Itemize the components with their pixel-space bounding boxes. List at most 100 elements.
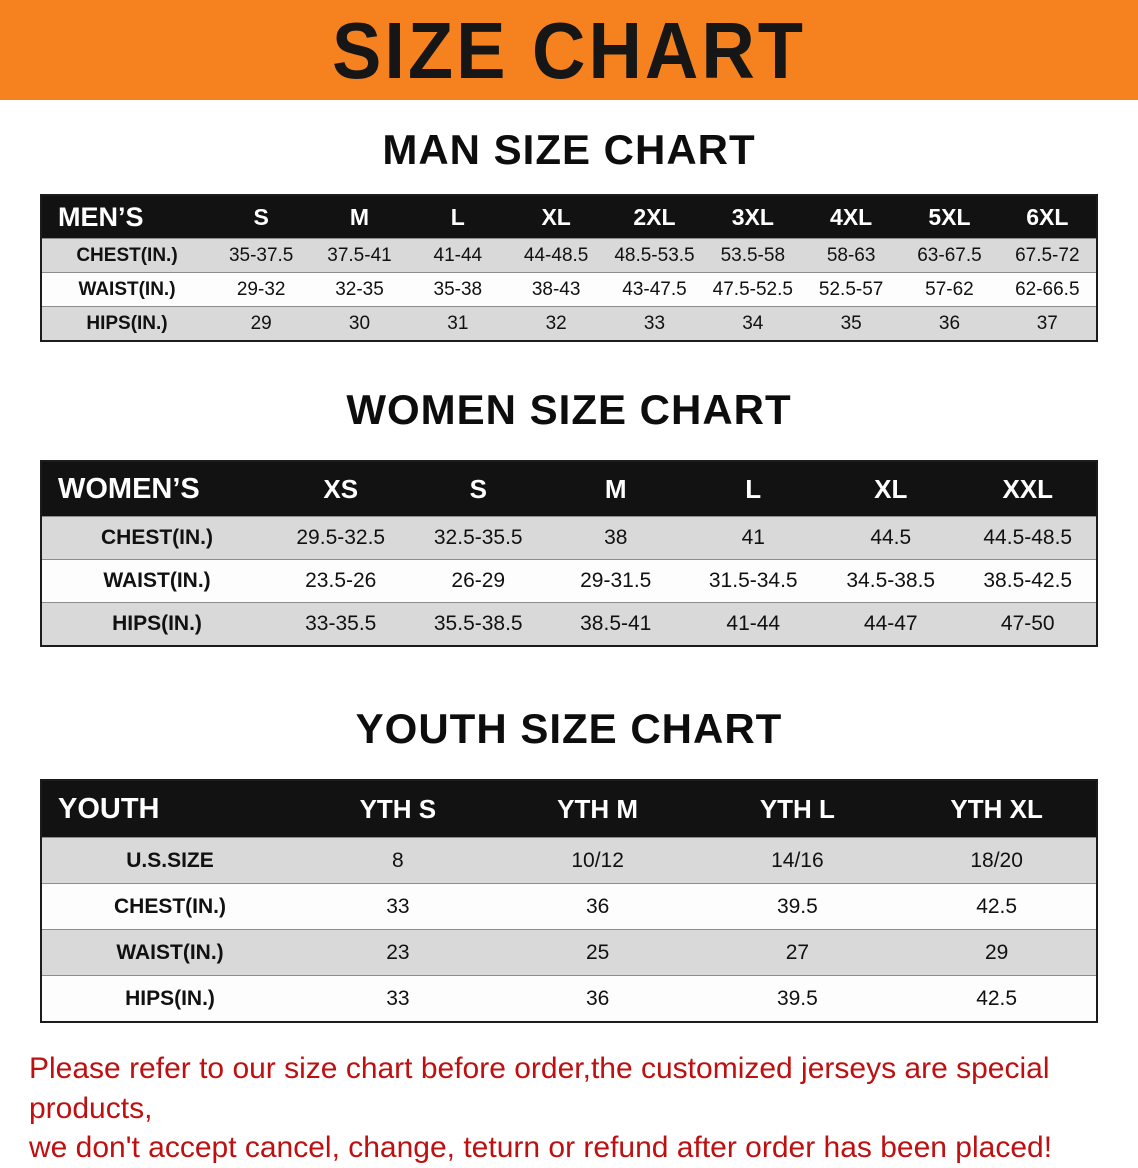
table-row: HIPS(IN.) 33-35.5 35.5-38.5 38.5-41 41-44 44-… xyxy=(41,602,1097,646)
value-cell: 33 xyxy=(298,883,498,930)
size-header-cell: M xyxy=(310,195,409,239)
section-youth: YOUTH SIZE CHART YOUTH YTH S YTH M YTH L YTH … xyxy=(0,705,1138,1023)
table-row: HIPS(IN.) 29 30 31 32 33 34 35 36 37 xyxy=(41,306,1097,341)
size-header-cell: L xyxy=(408,195,507,239)
value-cell: 23 xyxy=(298,929,498,976)
value-cell: 38 xyxy=(547,516,685,560)
value-cell: 33-35.5 xyxy=(272,602,410,646)
size-chart-document: MAN SIZE CHART MEN’S S M L XL 2XL 3XL 4XL 5XL 6XL C… xyxy=(0,126,1138,1023)
table-row: U.S.SIZE 8 10/12 14/16 18/20 xyxy=(41,837,1097,884)
row-label-cell: WAIST(IN.) xyxy=(41,559,272,603)
banner: SIZE CHART xyxy=(0,0,1138,100)
youth-size-table: YOUTH YTH S YTH M YTH L YTH XL U.S.SIZE 8 10/12… xyxy=(40,779,1098,1023)
value-cell: 41-44 xyxy=(684,602,822,646)
value-cell: 47.5-52.5 xyxy=(703,272,802,307)
table-row: HIPS(IN.) 33 36 39.5 42.5 xyxy=(41,975,1097,1022)
value-cell: 33 xyxy=(298,975,498,1022)
women-size-table: WOMEN’S XS S M L XL XXL CHEST(IN.) 29.5-32.5 32.5… xyxy=(40,460,1098,647)
row-label-cell: HIPS(IN.) xyxy=(41,306,212,341)
value-cell: 48.5-53.5 xyxy=(605,238,704,273)
value-cell: 63-67.5 xyxy=(900,238,999,273)
value-cell: 8 xyxy=(298,837,498,884)
order-notice-line-2: we don't accept cancel, change, teturn o… xyxy=(29,1131,1053,1165)
value-cell: 47-50 xyxy=(959,602,1097,646)
value-cell: 41-44 xyxy=(408,238,507,273)
value-cell: 34 xyxy=(703,306,802,341)
value-cell: 32-35 xyxy=(310,272,409,307)
size-header-cell: S xyxy=(409,461,547,517)
size-header-cell: YTH M xyxy=(497,780,698,838)
size-header-cell: XL xyxy=(506,195,606,239)
value-cell: 14/16 xyxy=(697,837,898,884)
value-cell: 29 xyxy=(897,929,1097,976)
row-label-cell: CHEST(IN.) xyxy=(41,238,212,273)
men-size-table: MEN’S S M L XL 2XL 3XL 4XL 5XL 6XL CHEST(IN.) 35-37… xyxy=(40,194,1098,342)
value-cell: 44-47 xyxy=(822,602,960,646)
row-label-cell: WAIST(IN.) xyxy=(41,929,298,976)
value-cell: 41 xyxy=(684,516,822,560)
value-cell: 62-66.5 xyxy=(998,272,1097,307)
size-header-cell: XL xyxy=(822,461,960,517)
value-cell: 18/20 xyxy=(897,837,1097,884)
value-cell: 38.5-41 xyxy=(547,602,685,646)
table-row: WAIST(IN.) 29-32 32-35 35-38 38-43 43-47.5 47.… xyxy=(41,272,1097,307)
size-header-cell: XXL xyxy=(959,461,1097,517)
value-cell: 29.5-32.5 xyxy=(272,516,410,560)
table-header-row: YOUTH YTH S YTH M YTH L YTH XL xyxy=(41,780,1097,838)
table-header-row: WOMEN’S XS S M L XL XXL xyxy=(41,461,1097,517)
table-row: WAIST(IN.) 23.5-26 26-29 29-31.5 31.5-34.5 34… xyxy=(41,559,1097,603)
table-row: CHEST(IN.) 33 36 39.5 42.5 xyxy=(41,883,1097,930)
row-label-cell: HIPS(IN.) xyxy=(41,975,298,1022)
value-cell: 34.5-38.5 xyxy=(822,559,960,603)
value-cell: 67.5-72 xyxy=(998,238,1097,273)
women-section-heading: WOMEN SIZE CHART xyxy=(346,386,792,433)
table-header-row: MEN’S S M L XL 2XL 3XL 4XL 5XL 6XL xyxy=(41,195,1097,239)
value-cell: 26-29 xyxy=(409,559,547,603)
value-cell: 29-31.5 xyxy=(547,559,685,603)
value-cell: 44-48.5 xyxy=(506,238,606,273)
size-header-cell: 3XL xyxy=(703,195,802,239)
table-title-cell: MEN’S xyxy=(41,195,212,239)
table-title-cell: YOUTH xyxy=(41,780,298,838)
value-cell: 44.5-48.5 xyxy=(959,516,1097,560)
value-cell: 42.5 xyxy=(897,883,1097,930)
section-men: MAN SIZE CHART MEN’S S M L XL 2XL 3XL 4XL 5XL 6XL C… xyxy=(0,126,1138,342)
size-header-cell: 4XL xyxy=(801,195,901,239)
value-cell: 53.5-58 xyxy=(703,238,802,273)
page-title: SIZE CHART xyxy=(332,5,806,95)
youth-section-heading: YOUTH SIZE CHART xyxy=(355,705,783,752)
size-header-cell: M xyxy=(547,461,685,517)
value-cell: 32.5-35.5 xyxy=(409,516,547,560)
value-cell: 31 xyxy=(408,306,507,341)
value-cell: 39.5 xyxy=(697,883,898,930)
value-cell: 52.5-57 xyxy=(801,272,901,307)
size-header-cell: L xyxy=(684,461,822,517)
value-cell: 42.5 xyxy=(897,975,1097,1022)
order-notice: Please refer to our size chart before or… xyxy=(29,1049,1109,1168)
value-cell: 35-38 xyxy=(408,272,507,307)
value-cell: 36 xyxy=(900,306,999,341)
value-cell: 31.5-34.5 xyxy=(684,559,822,603)
size-header-cell: YTH XL xyxy=(897,780,1097,838)
value-cell: 37 xyxy=(998,306,1097,341)
order-notice-line-1: Please refer to our size chart before or… xyxy=(29,1052,1050,1125)
size-header-cell: 6XL xyxy=(998,195,1097,239)
row-label-cell: HIPS(IN.) xyxy=(41,602,272,646)
value-cell: 43-47.5 xyxy=(605,272,704,307)
value-cell: 39.5 xyxy=(697,975,898,1022)
value-cell: 38-43 xyxy=(506,272,606,307)
value-cell: 32 xyxy=(506,306,606,341)
row-label-cell: U.S.SIZE xyxy=(41,837,298,884)
value-cell: 33 xyxy=(605,306,704,341)
value-cell: 25 xyxy=(497,929,698,976)
value-cell: 44.5 xyxy=(822,516,960,560)
size-header-cell: S xyxy=(212,195,311,239)
size-header-cell: 2XL xyxy=(605,195,704,239)
row-label-cell: CHEST(IN.) xyxy=(41,883,298,930)
value-cell: 36 xyxy=(497,975,698,1022)
value-cell: 36 xyxy=(497,883,698,930)
value-cell: 30 xyxy=(310,306,409,341)
men-section-heading: MAN SIZE CHART xyxy=(382,126,756,173)
value-cell: 27 xyxy=(697,929,898,976)
row-label-cell: WAIST(IN.) xyxy=(41,272,212,307)
